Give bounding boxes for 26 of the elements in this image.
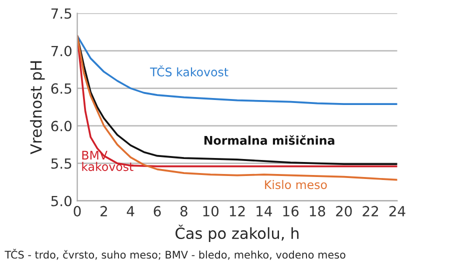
x-tick-label: 20 — [336, 206, 352, 216]
x-axis-title: Čas po zakolu, h — [176, 224, 298, 242]
x-tick-label: 12 — [230, 206, 245, 216]
line-series — [77, 34, 398, 105]
x-tick-label: 6 — [154, 206, 161, 216]
x-tick-label: 10 — [203, 206, 218, 216]
series-label: Normalna mišičnina — [204, 135, 334, 145]
x-tick-label: 2 — [100, 206, 107, 216]
y-tick-label: 6.5 — [51, 83, 72, 94]
series-label: TČS kakovost — [150, 65, 228, 76]
y-tick-label: 6.0 — [51, 120, 72, 132]
x-tick-label: 0 — [74, 206, 81, 216]
x-tick-label: 14 — [256, 206, 272, 216]
y-tick-label: 5.5 — [51, 158, 72, 169]
text: TČS - trdo, čvrsto, suho meso; BMV - bledo, mehko, vodeno meso — [4, 248, 346, 260]
y-tick-label: 7.0 — [51, 46, 72, 56]
x-tick-label: 24 — [389, 206, 406, 216]
series-label: Kislo meso — [265, 180, 327, 190]
x-tick-label: 18 — [310, 206, 326, 216]
x-tick-label: 8 — [180, 206, 188, 216]
x-tick-label: 4 — [126, 206, 134, 216]
y-axis-title: Vrednost pH — [30, 61, 45, 154]
y-tick-label: 5.0 — [51, 196, 72, 206]
y-tick-label: 7.5 — [51, 8, 72, 19]
x-tick-label: 22 — [362, 206, 378, 216]
x-tick-label: 16 — [283, 206, 299, 216]
